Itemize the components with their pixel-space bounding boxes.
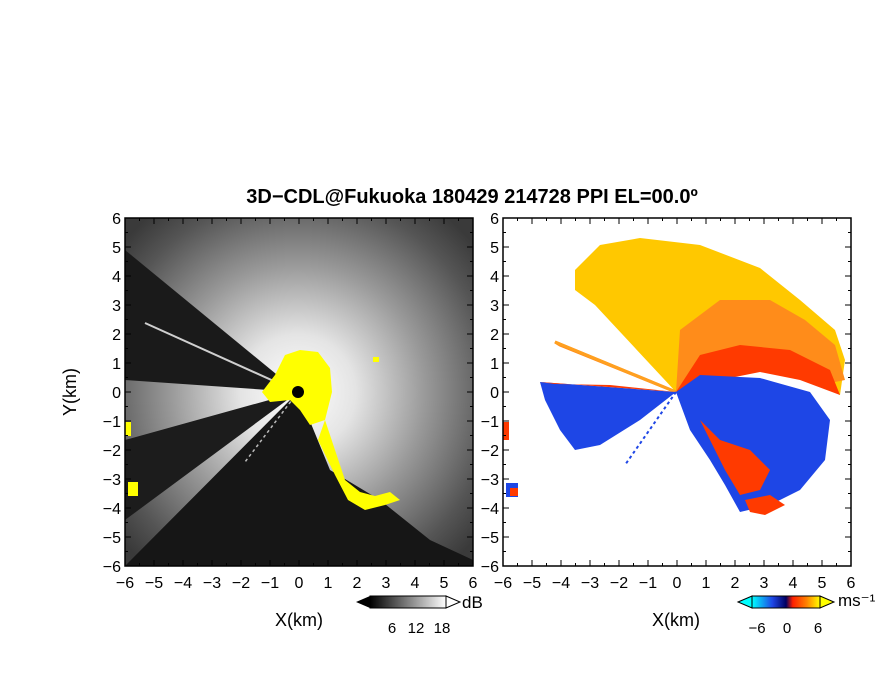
y-tick-label: 5 [112, 240, 121, 257]
chart-title: 3D−CDL@Fukuoka 180429 214728 PPI EL=00.0… [246, 186, 698, 208]
y-tick-label: −2 [103, 443, 121, 460]
tick-labels: −6 −5 −4 −3 −2 −1 0 1 2 3 4 5 66543210−1−2−3−4−5−6−6… [103, 211, 856, 592]
x-tick-label: 1 [324, 575, 333, 592]
y-tick-label: 4 [490, 269, 499, 286]
y-tick-label: −3 [481, 472, 499, 489]
y-tick-label: −4 [481, 501, 499, 518]
y-tick-label: −6 [481, 559, 499, 576]
y-tick-label: −2 [481, 443, 499, 460]
y-tick-label: −5 [103, 530, 121, 547]
x-tick-label: −5 [145, 575, 163, 592]
reflectivity-unit: dB [462, 593, 483, 612]
velocity-cb-tick: 0 [783, 620, 791, 637]
velocity-colorbar: ms⁻¹ −6 0 6 [736, 591, 876, 637]
y-tick-label: 5 [490, 240, 499, 257]
velocity-unit: ms⁻¹ [838, 591, 876, 610]
velocity-cb-tick: −6 [748, 620, 765, 637]
x-tick-label: 5 [440, 575, 449, 592]
reflectivity-colorbar: dB 6 12 18 [356, 593, 483, 637]
velocity-image [503, 218, 851, 566]
x-tick-label: −5 [523, 575, 541, 592]
x-tick-label: 2 [731, 575, 740, 592]
x-tick-label: 0 [673, 575, 682, 592]
x-tick-label: −3 [203, 575, 221, 592]
x-tick-label: −3 [581, 575, 599, 592]
x-tick-label: 3 [760, 575, 769, 592]
y-tick-label: 1 [112, 356, 121, 373]
x-tick-label: −4 [552, 575, 570, 592]
y-tick-label: −6 [103, 559, 121, 576]
x-tick-label: 0 [295, 575, 304, 592]
x-tick-label: 2 [353, 575, 362, 592]
right-xlabel: X(km) [652, 610, 700, 630]
x-tick-label: 4 [789, 575, 798, 592]
x-tick-label: 5 [818, 575, 827, 592]
y-tick-label: 4 [112, 269, 121, 286]
x-tick-label: 1 [702, 575, 711, 592]
velocity-cb-tick: 6 [814, 620, 822, 637]
y-tick-label: 0 [490, 385, 499, 402]
y-tick-label: −1 [103, 414, 121, 431]
x-tick-label: −2 [232, 575, 250, 592]
y-tick-label: −5 [481, 530, 499, 547]
reflectivity-cb-tick: 18 [434, 620, 451, 637]
y-tick-label: 2 [112, 327, 121, 344]
left-ylabel: Y(km) [60, 368, 80, 416]
x-tick-label: −4 [174, 575, 192, 592]
axis-ticks [124, 217, 852, 567]
y-tick-label: −4 [103, 501, 121, 518]
x-tick-label: −2 [610, 575, 628, 592]
reflectivity-cb-tick: 12 [408, 620, 425, 637]
x-tick-label: −1 [261, 575, 279, 592]
y-tick-label: 6 [112, 211, 121, 228]
left-xlabel: X(km) [275, 610, 323, 630]
reflectivity-image [125, 218, 473, 566]
x-tick-label: 4 [411, 575, 420, 592]
y-tick-label: 1 [490, 356, 499, 373]
y-tick-label: 3 [112, 298, 121, 315]
x-tick-label: −1 [639, 575, 657, 592]
y-tick-label: 0 [112, 385, 121, 402]
y-tick-label: 6 [490, 211, 499, 228]
x-tick-label: 6 [847, 575, 856, 592]
y-tick-label: −3 [103, 472, 121, 489]
x-tick-label: 6 [469, 575, 478, 592]
y-tick-label: −1 [481, 414, 499, 431]
x-tick-label: −6 [116, 575, 134, 592]
y-tick-label: 2 [490, 327, 499, 344]
y-tick-label: 3 [490, 298, 499, 315]
x-tick-label: 3 [382, 575, 391, 592]
x-tick-label: −6 [494, 575, 512, 592]
reflectivity-cb-tick: 6 [388, 620, 396, 637]
